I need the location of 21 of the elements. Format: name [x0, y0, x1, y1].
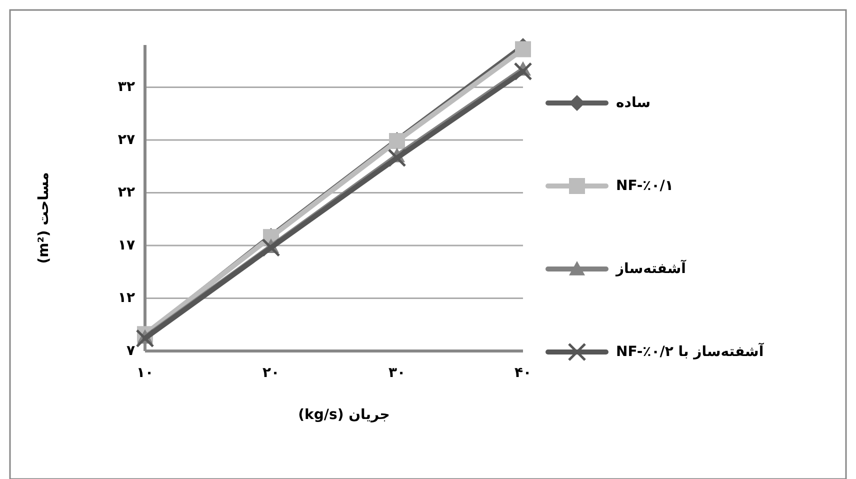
legend-label: ساده [616, 95, 650, 111]
y-axis-title: مساحت (m²) [36, 172, 52, 264]
legend-label: آشفته‌ساز با NF-٪۰/۲ [616, 342, 765, 360]
legend-label: NF-٪۰/۱ [616, 178, 674, 194]
y-tick-label: ۷ [126, 343, 136, 359]
x-tick-label: ۱۰ [136, 365, 154, 381]
point [136, 329, 154, 348]
x-tick-label: ۳۰ [388, 365, 406, 381]
x-tick-label: ۲۰ [262, 365, 280, 381]
point [514, 62, 532, 81]
legend-label: آشفته‌ساز [615, 259, 688, 277]
y-tick-label: ۲۷ [118, 132, 136, 148]
point [388, 148, 406, 168]
y-tick-label: ۲۲ [118, 184, 136, 201]
point [262, 238, 280, 257]
y-tick-label: ۱۷ [118, 237, 136, 254]
y-tick-label: ۳۲ [118, 79, 136, 96]
x-tick-label: ۴۰ [514, 365, 532, 381]
point [515, 41, 531, 58]
x-axis-title: جریان (kg/s) [298, 407, 390, 423]
y-tick-label: ۱۲ [118, 290, 136, 306]
